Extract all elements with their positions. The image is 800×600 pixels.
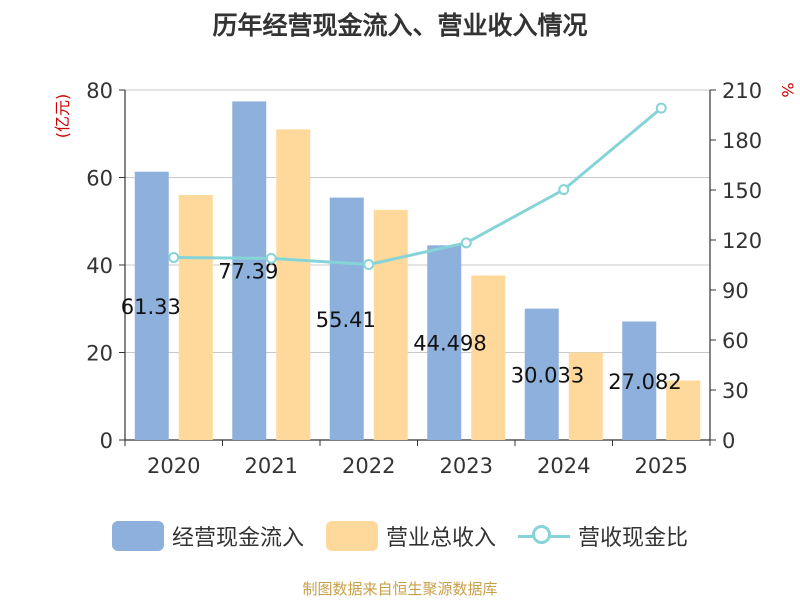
- legend-item-ratio[interactable]: 营收现金比: [518, 520, 688, 552]
- legend-item-cash-inflow[interactable]: 经营现金流入: [111, 520, 304, 552]
- right-axis-tick-label: 120: [722, 229, 762, 253]
- legend-swatch-cash-inflow: [111, 521, 164, 551]
- point-ratio: [363, 259, 375, 270]
- bar-revenue: [373, 209, 408, 440]
- bar-revenue: [471, 275, 506, 440]
- right-axis-tick-label: 150: [722, 179, 762, 203]
- legend-label-revenue: 营业总收入: [385, 526, 496, 551]
- data-label-cash-inflow: 61.33: [121, 295, 181, 319]
- right-axis-tick-label: 210: [722, 79, 762, 103]
- bar-cash-inflow: [524, 308, 559, 440]
- right-axis-tick-label: 90: [722, 279, 749, 303]
- right-axis-tick-label: 0: [722, 429, 735, 453]
- data-label-cash-inflow: 77.39: [218, 260, 278, 284]
- point-ratio: [265, 252, 277, 264]
- data-label-cash-inflow: 44.498: [413, 332, 486, 356]
- bar-revenue: [568, 352, 603, 440]
- x-axis-tick-label: 2021: [245, 454, 298, 478]
- bar-revenue: [178, 195, 213, 440]
- bar-cash-inflow: [427, 245, 462, 440]
- data-label-cash-inflow: 55.41: [316, 308, 376, 332]
- left-axis-tick-label: 20: [86, 342, 113, 366]
- data-label-cash-inflow: 30.033: [511, 363, 584, 387]
- legend-item-revenue[interactable]: 营业总收入: [325, 520, 496, 552]
- point-ratio: [460, 237, 472, 249]
- x-axis-tick-label: 2020: [147, 454, 200, 478]
- legend-swatch-revenue: [325, 521, 378, 551]
- legend: 经营现金流入 营业总收入 营收现金比: [0, 516, 800, 556]
- point-ratio: [168, 252, 180, 263]
- right-axis-tick-label: 30: [722, 379, 749, 403]
- bar-cash-inflow: [329, 197, 364, 440]
- right-axis-tick-label: 180: [722, 129, 762, 153]
- chart-title: 历年经营现金流入、营业收入情况: [212, 11, 588, 40]
- left-axis-tick-label: 80: [86, 79, 113, 103]
- legend-swatch-ratio: [518, 521, 570, 551]
- bar-revenue: [666, 380, 701, 440]
- bar-cash-inflow: [622, 321, 657, 440]
- x-axis-tick-label: 2025: [635, 454, 688, 478]
- point-ratio: [655, 102, 667, 114]
- bar-revenue: [276, 129, 311, 440]
- right-axis-unit: %: [778, 82, 797, 97]
- bar-cash-inflow: [232, 101, 267, 440]
- left-axis-tick-label: 40: [86, 254, 113, 278]
- point-ratio: [558, 184, 570, 196]
- left-axis-unit: (亿元): [53, 94, 72, 139]
- right-axis-tick-label: 60: [722, 329, 749, 353]
- left-axis-tick-label: 60: [86, 167, 113, 191]
- left-axis-tick-label: 0: [100, 429, 113, 453]
- line-ratio: [173, 107, 663, 267]
- x-axis-tick-label: 2022: [342, 454, 395, 478]
- x-axis-tick-label: 2024: [537, 454, 590, 478]
- source-note: 制图数据来自恒生聚源数据库: [302, 580, 498, 598]
- legend-label-ratio: 营收现金比: [578, 526, 689, 551]
- bar-cash-inflow: [134, 171, 169, 440]
- x-axis-tick-label: 2023: [440, 454, 493, 478]
- legend-label-cash-inflow: 经营现金流入: [171, 526, 304, 551]
- data-label-cash-inflow: 27.082: [608, 370, 681, 394]
